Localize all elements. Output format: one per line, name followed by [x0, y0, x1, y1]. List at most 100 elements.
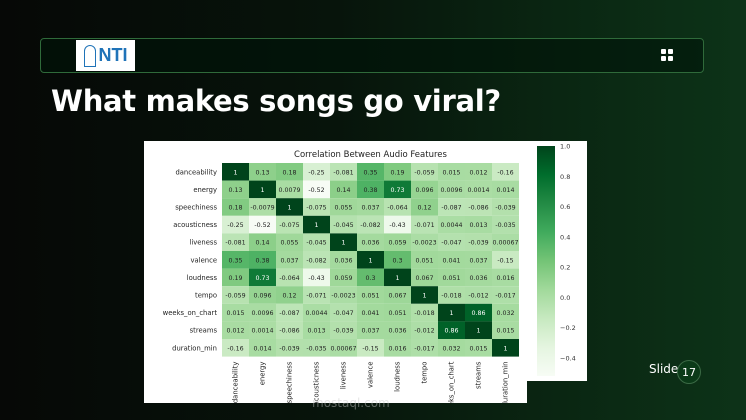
- cell-label: 0.051: [361, 293, 379, 300]
- heatmap-cell: [357, 286, 384, 304]
- cell-label: -0.035: [495, 222, 515, 229]
- cell-label: 1: [314, 222, 318, 229]
- heatmap-cell: [384, 268, 411, 287]
- colorbar-gradient: [537, 146, 555, 376]
- nti-logo: NTI: [76, 40, 135, 71]
- x-tick-label: loudness: [394, 361, 402, 392]
- cell-label: 0.015: [226, 310, 244, 317]
- cell-label: -0.25: [308, 169, 324, 176]
- heatmap-cell: [249, 286, 276, 304]
- cell-label: -0.43: [389, 222, 405, 229]
- heatmap-cell: [249, 321, 276, 339]
- heatmap-cell: [357, 268, 384, 287]
- heatmap-cell: [492, 303, 519, 322]
- cell-label: 0.0014: [251, 328, 273, 335]
- cell-label: -0.52: [308, 187, 324, 194]
- x-tick-label: valence: [367, 362, 375, 388]
- colorbar-tick-label: 0.0: [560, 294, 570, 302]
- cell-label: -0.25: [227, 222, 243, 229]
- cell-label: 0.35: [228, 257, 242, 264]
- cell-label: -0.0023: [412, 240, 436, 247]
- heatmap-cell: [384, 303, 411, 322]
- cell-label: 0.18: [282, 169, 296, 176]
- heatmap-cell: [249, 268, 276, 287]
- x-tick-label: streams: [475, 361, 483, 389]
- cell-label: 0.032: [442, 345, 460, 352]
- heatmap-cell: [330, 198, 357, 216]
- cell-label: 0.012: [469, 169, 487, 176]
- cell-label: 0.037: [361, 328, 379, 335]
- heatmap-cell: [492, 163, 519, 181]
- heatmap-cell: [303, 198, 330, 216]
- cell-label: 1: [260, 187, 264, 194]
- cell-label: 0.051: [388, 310, 406, 317]
- cell-label: 0.19: [390, 169, 404, 176]
- cell-label: -0.059: [414, 169, 434, 176]
- cell-label: 0.00067: [492, 240, 518, 247]
- heatmap-cell: [384, 180, 411, 199]
- heatmap-cell: [438, 251, 465, 269]
- slide-number[interactable]: 17: [677, 360, 701, 384]
- grid-icon[interactable]: [661, 49, 673, 61]
- cell-label: -0.071: [414, 222, 434, 229]
- heatmap-cell: [222, 180, 249, 199]
- heatmap-cell: [276, 198, 303, 216]
- cell-label: -0.064: [387, 205, 407, 212]
- heatmap-cell: [492, 251, 519, 269]
- heatmap-cell: [411, 303, 438, 322]
- heatmap-cell: [384, 198, 411, 216]
- cell-label: 0.041: [442, 257, 460, 264]
- cell-label: 0.036: [469, 275, 487, 282]
- heatmap-cell: [330, 339, 357, 357]
- cell-label: 0.18: [228, 205, 242, 212]
- heatmap-cell: [438, 268, 465, 287]
- cell-label: -0.012: [414, 328, 434, 335]
- cell-label: 0.016: [496, 275, 514, 282]
- cell-label: 0.0044: [305, 310, 327, 317]
- cell-label: 0.015: [442, 169, 460, 176]
- y-tick-label: energy: [193, 186, 217, 194]
- cell-label: 0.037: [280, 257, 298, 264]
- heatmap-cell: [303, 233, 330, 251]
- heatmap-cell: [276, 321, 303, 339]
- cell-label: 0.014: [253, 345, 271, 352]
- heatmap-cell: [492, 286, 519, 304]
- heatmap-cell: [411, 198, 438, 216]
- x-tick-label: duration_min: [502, 362, 510, 403]
- heatmap-cell: [438, 163, 465, 181]
- colorbar-tick-label: 0.6: [560, 203, 570, 211]
- cell-label: -0.081: [333, 169, 353, 176]
- heatmap-cell: [276, 233, 303, 251]
- slide-label: Slide: [649, 362, 679, 376]
- heatmap-cell: [357, 303, 384, 322]
- cell-label: -0.039: [468, 240, 488, 247]
- heatmap-cell: [465, 321, 492, 339]
- heatmap-cell: [330, 303, 357, 322]
- cell-label: -0.15: [497, 257, 513, 264]
- heatmap-cell: [222, 339, 249, 357]
- colorbar-tick-label: −0.4: [560, 354, 576, 362]
- cell-label: 0.012: [226, 328, 244, 335]
- heatmap-cell: [411, 286, 438, 304]
- x-tick-label: tempo: [421, 362, 429, 384]
- heatmap-cell: [357, 321, 384, 339]
- x-tick-label: danceability: [232, 362, 240, 403]
- heatmap-cell: [330, 251, 357, 269]
- heatmap-cell: [222, 286, 249, 304]
- cell-label: -0.075: [306, 205, 326, 212]
- cell-label: 1: [368, 257, 372, 264]
- cell-label: 0.86: [471, 310, 485, 317]
- cell-label: 0.051: [442, 275, 460, 282]
- cell-label: 1: [287, 205, 291, 212]
- cell-label: 1: [476, 328, 480, 335]
- cell-label: -0.035: [306, 345, 326, 352]
- cell-label: 0.036: [388, 328, 406, 335]
- heatmap-cell: [303, 303, 330, 322]
- heatmap-cell: [438, 198, 465, 216]
- cell-label: 0.0014: [467, 187, 489, 194]
- heatmap-cell: [492, 233, 519, 251]
- cell-label: -0.081: [225, 240, 245, 247]
- cell-label: 0.19: [228, 275, 242, 282]
- cell-label: 0.86: [444, 328, 458, 335]
- heatmap-cell: [384, 215, 411, 234]
